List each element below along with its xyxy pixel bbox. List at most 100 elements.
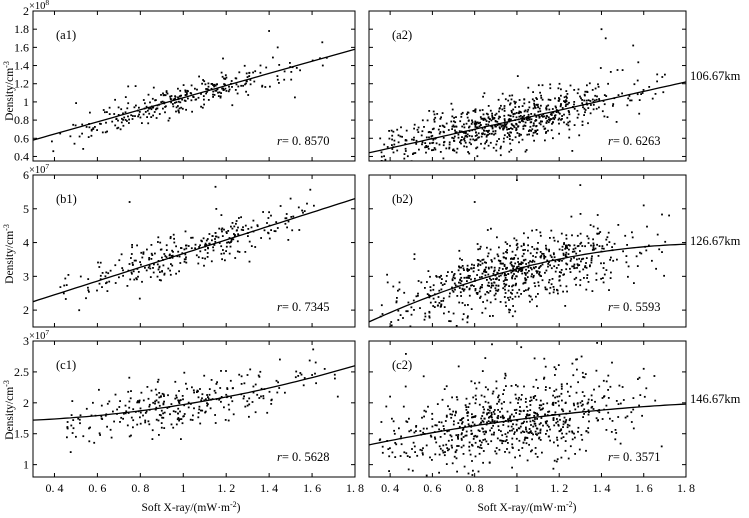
- scatter-point: [178, 419, 180, 422]
- scatter-point: [448, 320, 450, 322]
- scatter-point: [493, 431, 495, 434]
- scatter-point: [436, 113, 439, 115]
- scatter-point: [552, 111, 555, 114]
- scatter-point: [573, 404, 575, 407]
- scatter-point: [404, 150, 407, 152]
- scatter-point: [479, 245, 482, 248]
- scatter-point: [522, 441, 525, 444]
- scatter-point: [397, 289, 399, 292]
- scatter-point: [474, 382, 476, 385]
- scatter-point: [563, 100, 565, 102]
- scatter-point: [574, 453, 576, 455]
- scatter-point: [565, 234, 568, 237]
- scatter-point: [119, 128, 122, 131]
- scatter-point: [477, 470, 480, 473]
- scatter-point: [614, 429, 617, 431]
- scatter-point: [131, 272, 133, 275]
- scatter-point: [529, 409, 532, 411]
- scatter-point: [544, 271, 546, 274]
- scatter-point: [485, 261, 487, 264]
- scatter-point: [442, 299, 445, 302]
- scatter-point: [439, 276, 441, 279]
- scatter-point: [466, 116, 469, 119]
- scatter-point: [498, 269, 500, 272]
- scatter-point: [162, 416, 165, 419]
- scatter-point: [494, 298, 497, 301]
- scatter-point: [172, 105, 175, 108]
- scatter-point: [561, 399, 563, 402]
- scatter-point: [170, 423, 173, 426]
- scatter-point: [503, 137, 505, 140]
- scatter-point: [284, 217, 287, 220]
- scatter-point: [397, 309, 400, 312]
- scatter-point: [221, 75, 224, 78]
- scatter-point: [201, 397, 203, 400]
- scatter-point: [465, 276, 468, 279]
- scatter-point: [416, 128, 419, 131]
- scatter-point: [197, 96, 200, 99]
- scatter-point: [430, 131, 432, 134]
- scatter-point: [270, 403, 273, 405]
- scatter-point: [560, 387, 563, 390]
- scatter-point: [242, 397, 245, 400]
- y-tick-label: 1.6: [14, 40, 29, 54]
- scatter-point: [508, 133, 510, 136]
- scatter-point: [79, 422, 81, 425]
- scatter-point: [231, 400, 234, 403]
- scatter-point: [163, 253, 166, 255]
- scatter-point: [106, 130, 108, 133]
- scatter-point: [461, 265, 464, 267]
- x-tick-label: 1. 6: [635, 481, 653, 495]
- scatter-point: [463, 126, 466, 129]
- scatter-point: [162, 403, 165, 406]
- scatter-point: [467, 304, 469, 306]
- scatter-point: [445, 443, 448, 446]
- scatter-point: [172, 98, 175, 101]
- scatter-point: [166, 92, 169, 95]
- scatter-point: [422, 447, 424, 450]
- scatter-point: [476, 274, 478, 276]
- scatter-point: [170, 95, 173, 97]
- y-axis-label-row-1: Density/cm-3: [2, 61, 17, 121]
- scatter-point: [486, 279, 488, 281]
- scatter-point: [565, 262, 568, 265]
- scatter-point: [556, 439, 559, 441]
- scatter-point: [514, 310, 517, 313]
- scatter-point: [584, 245, 586, 248]
- scatter-point: [497, 394, 500, 397]
- scatter-point: [582, 416, 584, 418]
- scatter-point: [555, 267, 558, 269]
- scatter-point: [486, 413, 488, 416]
- scatter-point: [524, 109, 527, 112]
- scatter-point: [386, 343, 388, 345]
- scatter-point: [144, 412, 147, 414]
- scatter-point: [486, 134, 488, 137]
- scatter-point: [72, 123, 75, 126]
- scatter-point: [567, 253, 570, 255]
- scatter-point: [204, 410, 207, 413]
- scatter-point: [106, 111, 108, 113]
- scatter-point: [447, 271, 449, 273]
- scatter-point: [158, 392, 161, 394]
- scatter-point: [438, 132, 441, 135]
- scatter-point: [455, 449, 458, 452]
- scatter-point: [127, 85, 130, 88]
- scatter-point: [498, 126, 501, 129]
- scatter-point: [233, 233, 235, 235]
- scatter-point: [454, 277, 456, 280]
- scatter-point: [392, 420, 395, 423]
- scatter-point: [480, 417, 483, 420]
- scatter-point: [443, 283, 446, 285]
- scatter-point: [114, 264, 117, 267]
- scatter-point: [144, 111, 147, 113]
- scatter-point: [421, 130, 424, 133]
- scatter-point: [212, 249, 215, 252]
- scatter-point: [152, 271, 155, 274]
- scatter-point: [456, 169, 458, 171]
- scatter-point: [476, 121, 479, 124]
- scatter-point: [414, 451, 416, 453]
- scatter-point: [497, 396, 499, 399]
- scatter-point: [529, 121, 532, 124]
- scatter-point: [88, 126, 91, 129]
- scatter-point: [451, 108, 454, 111]
